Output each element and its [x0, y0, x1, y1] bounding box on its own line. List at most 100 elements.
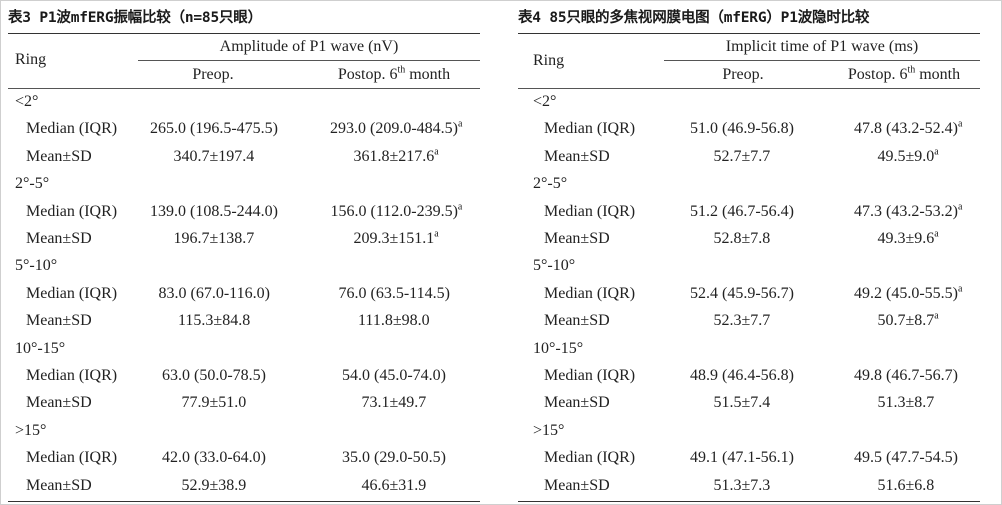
ring-row: 10°-15°	[8, 339, 480, 366]
table-row: Median (IQR) 139.0 (108.5-244.0) 156.0 (11…	[8, 202, 480, 229]
postop-value: 49.8 (46.7-56.7)	[854, 367, 958, 384]
postop-value: 54.0 (45.0-74.0)	[342, 367, 446, 384]
preop-value: 51.2 (46.7-56.4)	[690, 202, 794, 220]
group-underline	[664, 60, 980, 61]
significance-mark: a	[934, 146, 939, 158]
postop-value: 361.8±217.6a	[353, 146, 439, 165]
preop-value: 52.3±7.7	[713, 312, 771, 330]
table-row: Median (IQR) 49.1 (47.1-56.1) 49.5 (47.7-5…	[518, 448, 980, 475]
table-row: Median (IQR) 51.0 (46.9-56.8) 47.8 (43.2-5…	[518, 119, 980, 146]
postop-value: 46.6±31.9	[361, 476, 427, 494]
ring-row: 10°-15°	[518, 339, 980, 366]
table-row: Median (IQR) 63.0 (50.0-78.5) 54.0 (45.0-7…	[8, 366, 480, 393]
significance-mark: a	[457, 119, 463, 131]
significance-mark: a	[934, 310, 939, 322]
ring-header: Ring	[15, 51, 47, 68]
ring-label: 10°-15°	[533, 339, 584, 357]
ring-row: <2°	[518, 92, 980, 119]
ring-label: 2°-5°	[533, 175, 568, 193]
ring-row: >15°	[8, 421, 480, 448]
preop-value: 340.7±197.4	[173, 147, 255, 165]
preop-value: 196.7±138.7	[173, 230, 255, 247]
table-row: Mean±SD 52.8±7.8 49.3±9.6a	[518, 229, 980, 256]
ring-row: 5°-10°	[518, 256, 980, 283]
table-row: Mean±SD 52.7±7.7 49.5±9.0a	[518, 147, 980, 174]
stat-label: Median (IQR)	[26, 120, 118, 138]
ring-header: Ring	[533, 52, 565, 69]
stat-label: Mean±SD	[26, 230, 92, 247]
stat-label: Median (IQR)	[544, 367, 636, 384]
table-row: Median (IQR) 51.2 (46.7-56.4) 47.3 (43.2-5…	[518, 202, 980, 229]
preop-value: 52.7±7.7	[713, 147, 771, 165]
preop-value: 265.0 (196.5-475.5)	[150, 120, 278, 138]
stat-label: Mean±SD	[26, 476, 92, 494]
preop-value: 52.8±7.8	[713, 230, 771, 247]
postop-value: 293.0 (209.0-484.5)a	[330, 119, 463, 138]
col-preop-header: Preop.	[722, 66, 764, 83]
stat-label: Median (IQR)	[26, 367, 118, 384]
table-row: Mean±SD 52.9±38.9 46.6±31.9	[8, 476, 480, 503]
stat-label: Median (IQR)	[26, 449, 118, 467]
ring-row: 2°-5°	[518, 174, 980, 201]
postop-value: 156.0 (112.0-239.5)a	[330, 201, 463, 220]
preop-value: 49.1 (47.1-56.1)	[690, 449, 794, 467]
ring-label: >15°	[533, 421, 565, 439]
postop-value: 49.5 (47.7-54.5)	[854, 449, 958, 467]
significance-mark: a	[434, 228, 439, 240]
ring-row: <2°	[8, 92, 480, 119]
ring-label: <2°	[533, 93, 557, 110]
table-row: Median (IQR) 265.0 (196.5-475.5) 293.0 (20…	[8, 119, 480, 146]
table-row: Mean±SD 115.3±84.8 111.8±98.0	[8, 311, 480, 338]
preop-value: 51.0 (46.9-56.8)	[690, 120, 794, 138]
col-preop-header: Preop.	[192, 66, 234, 83]
postop-value: 76.0 (63.5-114.5)	[338, 284, 450, 302]
header-rule	[8, 88, 480, 89]
table-caption: 表4 85只眼的多焦视网膜电图（mfERG）P1波隐时比较	[518, 10, 870, 26]
table-row: Mean±SD 196.7±138.7 209.3±151.1a	[8, 229, 480, 256]
significance-mark: a	[457, 201, 463, 213]
significance-mark: a	[957, 201, 963, 213]
stat-label: Mean±SD	[544, 394, 610, 412]
preop-value: 77.9±51.0	[181, 394, 247, 412]
stat-label: Mean±SD	[544, 147, 610, 165]
bottom-rule	[8, 501, 480, 502]
table-row: Mean±SD 51.5±7.4 51.3±8.7	[518, 393, 980, 420]
table-row: Median (IQR) 48.9 (46.4-56.8) 49.8 (46.7-5…	[518, 366, 980, 393]
bottom-rule	[518, 501, 980, 502]
table-row: Median (IQR) 52.4 (45.9-56.7) 49.2 (45.0-5…	[518, 284, 980, 311]
preop-value: 51.5±7.4	[713, 394, 771, 412]
ring-label: 10°-15°	[15, 339, 66, 357]
group-header: Implicit time of P1 wave (ms)	[725, 38, 919, 55]
postop-value: 50.7±8.7a	[877, 310, 939, 330]
postop-value: 47.3 (43.2-53.2)a	[854, 201, 963, 220]
ring-label: 5°-10°	[533, 257, 576, 275]
preop-value: 42.0 (33.0-64.0)	[162, 449, 266, 467]
postop-value: 47.8 (43.2-52.4)a	[854, 119, 963, 138]
stat-label: Mean±SD	[26, 147, 92, 165]
stat-label: Mean±SD	[26, 394, 92, 412]
top-rule	[518, 33, 980, 34]
postop-value: 35.0 (29.0-50.5)	[342, 449, 446, 467]
preop-value: 51.3±7.3	[713, 476, 771, 494]
postop-value: 209.3±151.1a	[353, 228, 439, 247]
preop-value: 63.0 (50.0-78.5)	[162, 367, 266, 384]
postop-value: 51.3±8.7	[877, 394, 935, 412]
stat-label: Mean±SD	[544, 312, 610, 330]
table-caption: 表3 P1波mfERG振幅比较（n=85只眼）	[8, 10, 262, 26]
postop-value: 51.6±6.8	[877, 476, 935, 494]
ring-label: <2°	[15, 93, 39, 110]
stat-label: Median (IQR)	[544, 284, 636, 302]
preop-value: 52.4 (45.9-56.7)	[690, 284, 794, 302]
header-rule	[518, 88, 980, 89]
significance-mark: a	[957, 119, 963, 131]
stat-label: Mean±SD	[26, 312, 92, 330]
table-row: Mean±SD 77.9±51.0 73.1±49.7	[8, 393, 480, 420]
top-rule	[8, 33, 480, 34]
stat-label: Mean±SD	[544, 476, 610, 494]
stat-label: Median (IQR)	[544, 120, 636, 138]
col-postop-header: Postop. 6th month	[337, 64, 451, 83]
postop-value: 49.3±9.6a	[877, 228, 939, 247]
preop-value: 48.9 (46.4-56.8)	[690, 367, 794, 384]
postop-value: 111.8±98.0	[358, 312, 430, 330]
significance-mark: a	[957, 283, 963, 295]
